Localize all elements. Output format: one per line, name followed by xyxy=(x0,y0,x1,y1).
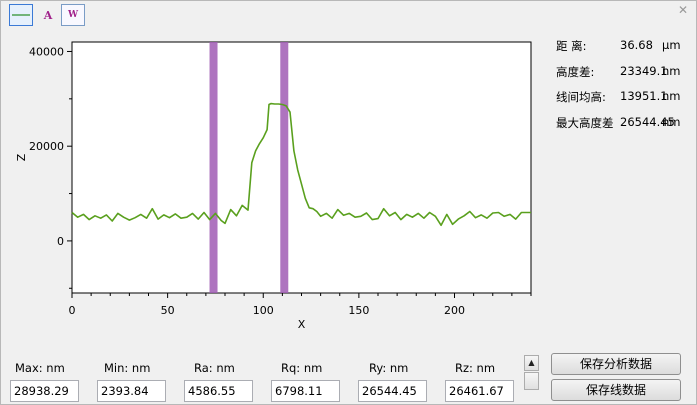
max-field[interactable] xyxy=(10,380,79,402)
ra-field[interactable] xyxy=(184,380,253,402)
max-label: Max: nm xyxy=(15,361,65,375)
save-line-button[interactable]: 保存线数据 xyxy=(551,379,681,401)
scroll-thumb[interactable] xyxy=(524,372,539,390)
x-tick-label: 150 xyxy=(348,304,369,317)
stat-unit: nm xyxy=(662,115,681,129)
w-tool-label: W xyxy=(67,10,79,20)
rz-field[interactable] xyxy=(445,380,514,402)
y-tick-label: 20000 xyxy=(29,140,64,153)
ry-field[interactable] xyxy=(358,380,427,402)
rq-field[interactable] xyxy=(271,380,340,402)
x-tick-label: 200 xyxy=(444,304,465,317)
min-label: Min: nm xyxy=(104,361,151,375)
profile-chart-svg: 0 20000 40000 0 50 100 150 200 X Z xyxy=(15,41,532,331)
stat-label: 距 离: xyxy=(556,39,587,53)
y-tick-label: 0 xyxy=(57,235,64,248)
rq-label: Rq: nm xyxy=(281,361,323,375)
x-axis-label: X xyxy=(298,318,306,331)
y-axis-label: Z xyxy=(15,153,28,161)
ry-label: Ry: nm xyxy=(369,361,409,375)
profile-line xyxy=(71,102,531,227)
cursor-marker xyxy=(280,42,289,293)
a-tool-button[interactable]: A xyxy=(36,4,60,26)
profile-chart: 0 20000 40000 0 50 100 150 200 X Z xyxy=(0,30,545,340)
stat-unit: nm xyxy=(662,89,681,103)
close-icon[interactable]: ✕ xyxy=(677,3,689,17)
x-tick-label: 0 xyxy=(69,304,76,317)
y-tick-label: 40000 xyxy=(29,45,64,58)
min-field[interactable] xyxy=(97,380,166,402)
ra-label: Ra: nm xyxy=(194,361,235,375)
scroll-up-button[interactable]: ▲ xyxy=(524,355,539,371)
line-icon xyxy=(12,14,30,16)
save-analysis-button[interactable]: 保存分析数据 xyxy=(551,353,681,375)
a-tool-label: A xyxy=(43,8,53,22)
stat-label: 最大高度差 xyxy=(556,116,614,130)
line-tool-button[interactable] xyxy=(9,4,33,26)
stat-value: 26544.45 xyxy=(620,115,675,129)
stat-unit: μm xyxy=(662,38,681,52)
stat-value: 36.68 xyxy=(620,38,653,52)
stat-value: 23349.1 xyxy=(620,64,668,78)
plot-area xyxy=(71,41,532,294)
cursor-marker xyxy=(209,42,218,293)
stat-unit: nm xyxy=(662,64,681,78)
x-tick-label: 100 xyxy=(253,304,274,317)
x-tick-label: 50 xyxy=(161,304,175,317)
w-tool-button[interactable]: W xyxy=(61,4,85,26)
stat-label: 线间均高: xyxy=(556,90,606,104)
rz-label: Rz: nm xyxy=(455,361,496,375)
stat-value: 13951.1 xyxy=(620,89,668,103)
stat-label: 高度差: xyxy=(556,65,595,79)
